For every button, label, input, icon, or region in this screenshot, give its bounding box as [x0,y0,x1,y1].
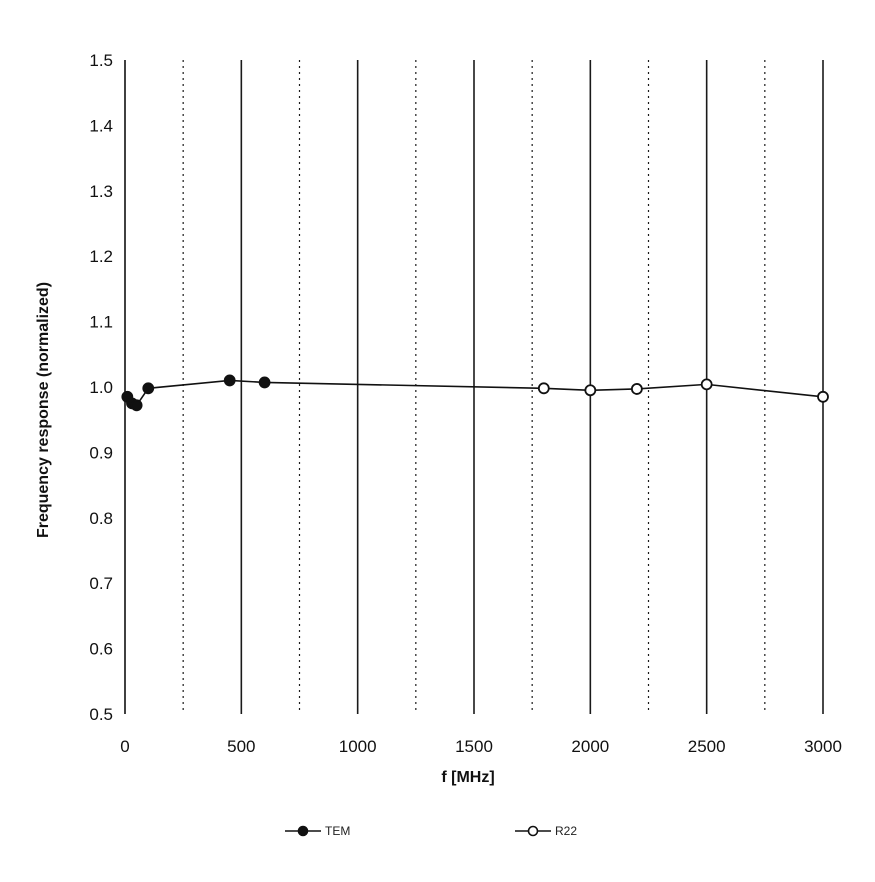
tem-data-point [142,382,155,395]
y-tick-label: 0.6 [89,640,113,659]
legend-marker-tem [297,825,309,837]
x-tick-label: 1500 [455,737,493,756]
x-tick-label: 2000 [571,737,609,756]
tem-data-point [223,374,236,387]
y-tick-label: 1.0 [89,378,113,397]
x-tick-label: 3000 [804,737,842,756]
r22-data-point [584,384,597,397]
x-tick-label: 0 [120,737,129,756]
y-tick-label: 0.8 [89,509,113,528]
y-tick-label: 1.2 [89,247,113,266]
legend: TEM R22 [285,824,577,838]
legend-label: R22 [555,824,577,838]
legend-label: TEM [325,824,350,838]
y-tick-labels: 0.5 0.6 0.7 0.8 0.9 1.0 1.1 1.2 1.3 1.4 1.5 [89,51,113,724]
y-tick-label: 1.4 [89,116,113,135]
tem-data-point [130,399,143,412]
x-tick-label: 500 [227,737,255,756]
y-tick-label: 0.9 [89,443,113,462]
y-tick-label: 1.1 [89,313,113,332]
legend-marker-r22 [527,825,539,837]
y-tick-label: 0.7 [89,574,113,593]
x-tick-label: 2500 [688,737,726,756]
x-tick-labels: 0 500 1000 1500 2000 2500 3000 [120,737,842,756]
tem-data-point [258,376,271,389]
r22-data-point [537,382,550,395]
x-tick-label: 1000 [339,737,377,756]
y-axis-title: Frequency response (normalized) [35,282,52,538]
x-axis-title: f [MHz] [441,769,494,786]
r22-data-point [630,383,643,395]
y-tick-label: 1.3 [89,182,113,201]
r22-data-point [817,390,829,403]
data-points [121,374,829,412]
r22-data-point [700,378,713,391]
y-tick-label: 1.5 [89,51,113,70]
y-tick-label: 0.5 [89,705,113,724]
